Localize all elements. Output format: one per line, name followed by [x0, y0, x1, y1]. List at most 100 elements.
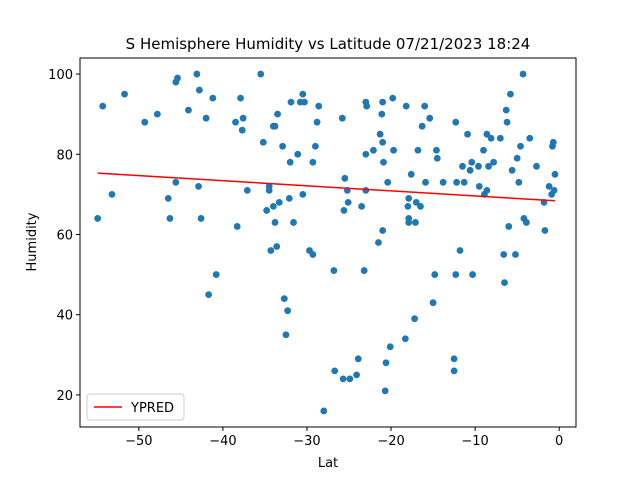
- data-point: [358, 203, 366, 210]
- x-axis-ticks: −50 −40 −30 −20 −10 0: [125, 427, 563, 449]
- data-point: [344, 198, 352, 206]
- data-point: [153, 110, 161, 118]
- data-point: [263, 207, 271, 214]
- x-tick-label: −50: [125, 434, 152, 449]
- data-point: [485, 162, 492, 170]
- data-point: [94, 215, 102, 222]
- data-point: [195, 86, 203, 94]
- data-point: [402, 102, 410, 110]
- data-point: [315, 102, 323, 110]
- data-point: [452, 271, 460, 278]
- data-point: [418, 122, 426, 130]
- data-point: [320, 407, 328, 415]
- y-tick-label: 60: [56, 228, 73, 243]
- data-point: [301, 98, 308, 106]
- data-point: [519, 70, 527, 78]
- data-point: [166, 215, 174, 222]
- data-point: [505, 223, 513, 230]
- data-point: [375, 239, 382, 246]
- data-point: [404, 203, 412, 210]
- data-point: [360, 267, 368, 274]
- data-point: [526, 134, 534, 142]
- data-point: [309, 251, 317, 258]
- y-tick-label: 40: [56, 309, 73, 324]
- data-point: [369, 146, 377, 154]
- data-point: [515, 178, 523, 186]
- data-point: [233, 223, 241, 230]
- data-point: [380, 158, 387, 166]
- data-point: [340, 207, 348, 214]
- data-point: [141, 118, 149, 126]
- data-point: [185, 106, 192, 114]
- data-point: [273, 243, 281, 250]
- data-point: [287, 98, 295, 106]
- data-point: [271, 122, 279, 130]
- data-point: [411, 315, 418, 323]
- data-point: [390, 146, 397, 154]
- data-point: [346, 375, 354, 383]
- data-point: [401, 335, 409, 343]
- x-tick-label: 0: [555, 434, 563, 449]
- data-point: [243, 186, 251, 194]
- x-axis-label: Lat: [318, 456, 338, 471]
- data-point: [339, 375, 347, 383]
- data-point: [378, 110, 386, 118]
- data-point: [460, 178, 468, 186]
- data-point: [265, 186, 273, 194]
- data-point: [341, 174, 349, 182]
- data-point: [496, 134, 504, 142]
- y-axis-label: Humidity: [25, 212, 40, 271]
- data-point: [309, 158, 317, 166]
- data-point: [405, 219, 413, 226]
- data-point: [354, 355, 362, 363]
- data-point: [376, 130, 384, 138]
- chart-title: S Hemisphere Humidity vs Latitude 07/21/…: [126, 35, 531, 53]
- data-point: [379, 227, 387, 234]
- data-point: [452, 118, 460, 126]
- y-tick-label: 80: [56, 148, 73, 163]
- data-point: [274, 110, 281, 118]
- data-point: [508, 166, 516, 174]
- data-point: [414, 146, 422, 154]
- data-point: [550, 186, 558, 194]
- data-point: [533, 162, 540, 170]
- data-point: [353, 371, 360, 379]
- data-point: [439, 178, 447, 186]
- data-point: [450, 367, 458, 375]
- data-point: [239, 114, 247, 122]
- data-point: [500, 251, 508, 258]
- data-point: [174, 74, 181, 82]
- legend: YPRED: [86, 393, 185, 421]
- data-point: [468, 158, 476, 166]
- legend-entry-ypred: YPRED: [130, 401, 174, 416]
- data-point: [209, 94, 217, 102]
- y-tick-label: 100: [48, 68, 73, 83]
- data-point: [286, 158, 294, 166]
- data-point: [512, 251, 519, 258]
- data-point: [386, 343, 394, 351]
- data-point: [517, 142, 524, 150]
- data-point: [389, 94, 397, 102]
- data-point: [237, 94, 244, 102]
- data-point: [238, 126, 246, 134]
- data-point: [487, 134, 495, 142]
- data-point: [503, 118, 511, 126]
- data-point: [456, 247, 464, 254]
- data-point: [299, 90, 307, 98]
- data-point: [475, 182, 483, 190]
- y-tick-label: 20: [56, 389, 73, 404]
- data-point: [99, 102, 107, 110]
- data-point: [362, 186, 370, 194]
- data-point: [121, 90, 128, 98]
- data-point: [202, 114, 210, 122]
- data-point: [363, 102, 371, 110]
- data-point: [459, 162, 466, 170]
- data-point: [431, 271, 439, 278]
- data-point: [164, 194, 172, 202]
- plot-frame: [79, 57, 577, 428]
- regression-line-ypred: [97, 172, 556, 202]
- data-point: [412, 219, 419, 226]
- data-point: [172, 178, 180, 186]
- data-point: [259, 138, 267, 146]
- data-point: [267, 247, 275, 254]
